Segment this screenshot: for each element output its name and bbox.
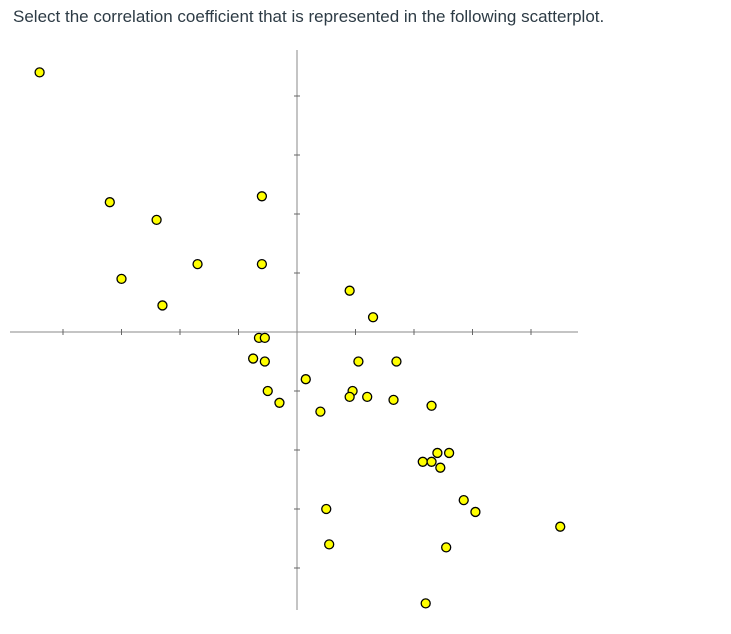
data-point	[420, 598, 431, 609]
data-point	[470, 506, 481, 518]
data-point	[426, 456, 437, 467]
data-point	[417, 456, 428, 467]
axes	[10, 50, 578, 610]
data-point	[391, 356, 402, 367]
data-point	[353, 356, 364, 367]
data-point	[443, 447, 455, 459]
data-point	[104, 197, 115, 208]
data-point	[259, 356, 270, 367]
data-point	[116, 273, 127, 285]
data-point	[432, 447, 443, 459]
data-point	[151, 214, 162, 226]
data-point	[344, 391, 355, 403]
data-point	[555, 521, 566, 532]
data-points	[34, 67, 566, 609]
data-point	[256, 258, 268, 270]
data-point	[362, 391, 373, 403]
question-text: Select the correlation coefficient that …	[13, 7, 605, 26]
data-point	[458, 494, 469, 506]
data-point	[344, 285, 355, 296]
data-point	[192, 258, 203, 270]
data-point	[157, 300, 168, 311]
data-point	[262, 385, 273, 397]
data-point	[315, 406, 326, 417]
data-point	[256, 191, 268, 202]
data-point	[321, 503, 332, 515]
data-point	[34, 67, 45, 78]
data-point	[274, 397, 285, 408]
data-point	[426, 400, 437, 411]
data-point	[259, 332, 270, 344]
data-point	[441, 542, 452, 553]
data-point	[435, 462, 446, 473]
data-point	[388, 394, 399, 406]
data-point	[367, 312, 379, 323]
data-point	[247, 353, 259, 364]
data-point	[300, 374, 311, 385]
data-point	[324, 539, 335, 550]
